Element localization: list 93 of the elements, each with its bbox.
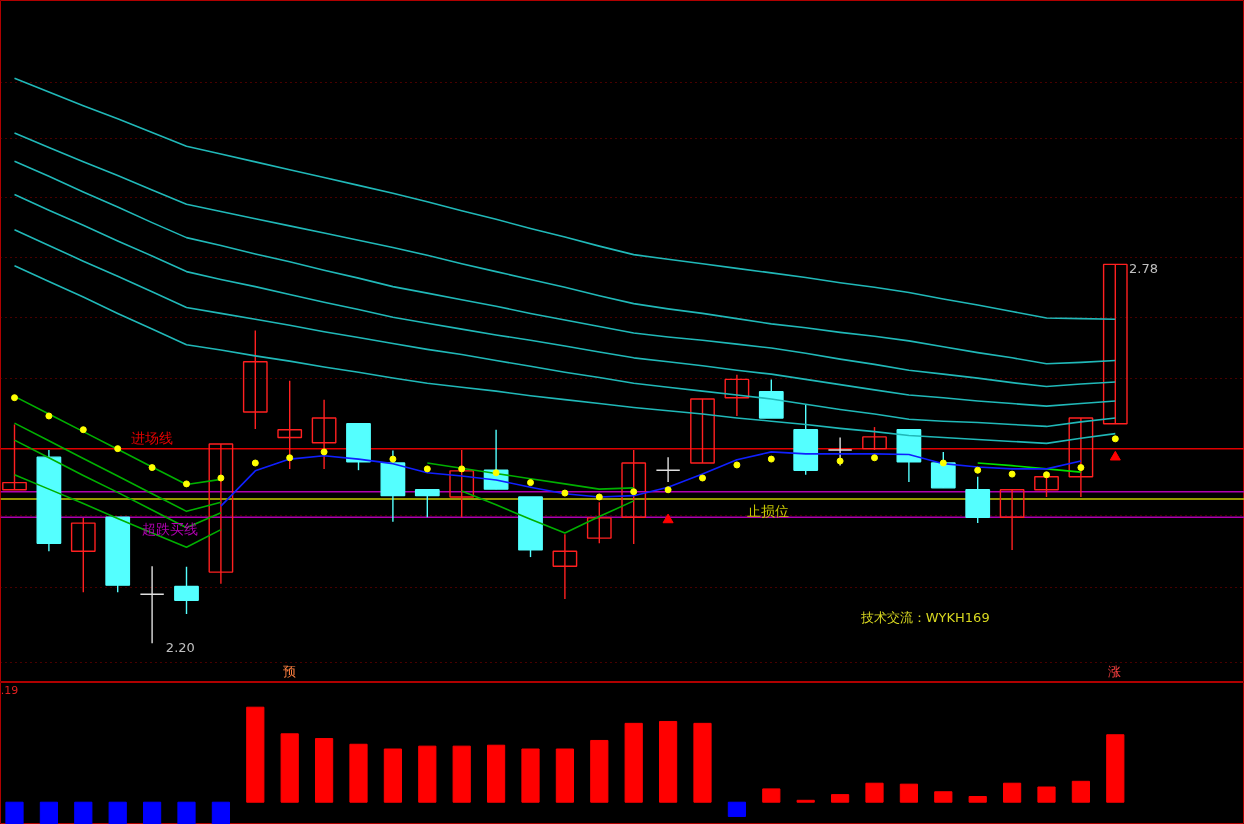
point <box>1109 450 1121 461</box>
bar <box>143 801 162 824</box>
point <box>595 493 603 501</box>
bar <box>968 796 987 803</box>
bar <box>624 722 643 803</box>
candlestick <box>70 517 96 594</box>
point <box>836 457 844 465</box>
candlestick <box>621 449 647 545</box>
bar <box>555 748 574 803</box>
annotation: 预 <box>282 664 296 680</box>
bar <box>865 782 884 803</box>
bar <box>934 791 953 803</box>
point <box>114 445 122 453</box>
text: .19 <box>0 683 19 697</box>
bar <box>762 788 781 803</box>
bar <box>418 745 437 803</box>
point <box>939 459 947 467</box>
point <box>320 448 328 456</box>
point <box>1043 471 1050 479</box>
candlestick <box>999 489 1025 551</box>
candlestick <box>277 380 303 470</box>
point <box>664 486 672 494</box>
candlestick <box>139 565 165 644</box>
candlestick <box>1068 417 1094 498</box>
bar <box>452 745 471 803</box>
point <box>767 455 775 463</box>
bar <box>5 801 24 824</box>
bar <box>1037 786 1056 803</box>
point <box>871 454 878 462</box>
point <box>974 466 982 474</box>
candlestick <box>174 566 199 615</box>
point <box>1111 435 1119 443</box>
bar <box>521 748 540 803</box>
point <box>458 465 466 473</box>
bar <box>39 801 58 824</box>
bar <box>383 748 402 803</box>
candlestick <box>862 426 887 451</box>
point <box>217 474 225 482</box>
point <box>733 461 741 469</box>
annotation: 涨 <box>1108 664 1122 680</box>
point <box>561 489 569 497</box>
candlestick <box>2 423 27 491</box>
point <box>251 459 259 467</box>
ref-line-label: 进场线 <box>131 429 174 446</box>
bar <box>659 720 678 803</box>
annotation: 2.20 <box>165 639 195 655</box>
bar <box>1106 734 1125 803</box>
candlestick <box>586 501 612 545</box>
point <box>630 488 638 496</box>
bar <box>211 801 230 824</box>
candlestick <box>414 489 440 518</box>
candlestick <box>208 443 234 585</box>
candlestick <box>690 398 715 464</box>
candlestick <box>724 374 750 417</box>
point <box>45 412 53 420</box>
bar <box>899 783 918 803</box>
candlestick <box>827 436 853 467</box>
bar <box>74 801 93 824</box>
bar <box>727 801 746 817</box>
bar <box>315 738 334 803</box>
point <box>183 480 190 488</box>
point <box>148 464 156 472</box>
point <box>11 394 18 402</box>
ref-line-label: 止损位 <box>747 502 790 519</box>
bar <box>1003 782 1022 803</box>
bar <box>246 706 265 803</box>
candlestick <box>1102 263 1128 425</box>
bar <box>487 744 506 803</box>
bar <box>693 722 712 803</box>
bar <box>1071 780 1090 803</box>
annotation: 2.78 <box>1129 261 1159 277</box>
candlestick <box>311 398 337 470</box>
bar <box>349 743 368 803</box>
candlestick <box>655 456 681 483</box>
point <box>1008 470 1016 478</box>
bar <box>590 739 609 803</box>
bar <box>280 733 299 803</box>
bar <box>108 801 127 824</box>
point <box>1077 464 1085 472</box>
point <box>389 455 397 463</box>
candlestick <box>449 449 475 518</box>
point <box>527 479 534 487</box>
point <box>286 454 294 462</box>
point <box>423 465 431 473</box>
point <box>79 426 87 434</box>
point <box>662 513 674 524</box>
bar <box>831 794 850 803</box>
point <box>699 474 706 482</box>
point <box>492 469 500 477</box>
annotation: 技术交流：WYKH169 <box>859 609 990 625</box>
bar <box>177 801 196 824</box>
candlestick <box>552 533 578 600</box>
candlestick <box>242 329 268 430</box>
